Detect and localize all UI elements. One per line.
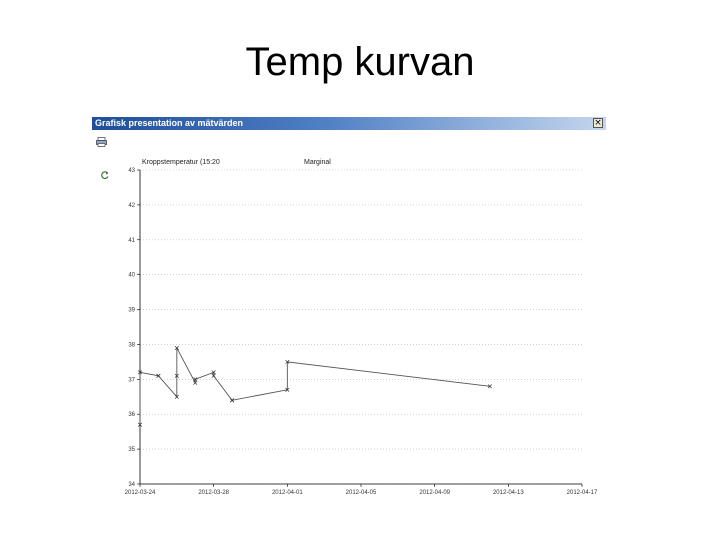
- y-tick-label: 41: [128, 238, 135, 244]
- data-point: [193, 380, 198, 385]
- data-point: [137, 370, 143, 375]
- slide-title: Temp kurvan: [245, 40, 475, 84]
- close-button[interactable]: ×: [593, 118, 603, 128]
- y-tick-label: 39: [128, 308, 135, 314]
- data-point-mark: [174, 373, 179, 378]
- data-point: [487, 384, 492, 389]
- data-point: [156, 373, 161, 378]
- refresh-icon[interactable]: [100, 170, 110, 180]
- data-point-mark: [137, 422, 143, 427]
- data-point: [211, 370, 216, 375]
- y-tick-label: 35: [128, 447, 135, 453]
- temperature-chart: 34 35 36 37 38 39 40 41 42 43 2012-03-24 2012-03-28…: [125, 159, 598, 496]
- data-point: [137, 422, 143, 427]
- chart-tick-labels: 34 35 36 37 38 39 40 41 42 43 2012-03-24 2012-03-28…: [125, 168, 598, 496]
- data-point: [285, 359, 290, 364]
- y-tick-label: 34: [128, 482, 135, 488]
- y-tick-label: 43: [128, 168, 135, 174]
- data-point-mark: [285, 359, 290, 364]
- legend-entry: Marginal: [304, 159, 331, 166]
- chart-window: Grafisk presentation av mätvärden × 34 35…: [92, 117, 606, 500]
- data-point-mark: [230, 398, 235, 403]
- data-point: [174, 373, 179, 378]
- window-title: Grafisk presentation av mätvärden: [95, 118, 244, 128]
- data-point: [174, 394, 179, 399]
- x-tick-label: 2012-04-05: [346, 490, 377, 496]
- data-point: [174, 345, 179, 350]
- x-tick-label: 2012-03-28: [198, 490, 229, 496]
- x-tick-label: 2012-03-24: [125, 490, 156, 496]
- x-tick-label: 2012-04-17: [567, 490, 598, 496]
- y-tick-label: 40: [128, 273, 135, 279]
- data-point: [285, 387, 290, 392]
- data-point-mark: [285, 387, 290, 392]
- data-point-mark: [174, 394, 179, 399]
- data-point-mark: [156, 373, 161, 378]
- data-point-mark: [211, 370, 216, 375]
- data-point-mark: [193, 377, 198, 382]
- data-point-mark: [211, 373, 216, 378]
- data-point-mark: [174, 345, 179, 350]
- x-tick-label: 2012-04-09: [419, 490, 450, 496]
- data-point-mark: [487, 384, 492, 389]
- data-point-mark: [193, 380, 198, 385]
- legend-entry: Kroppstemperatur (15:20: [142, 159, 220, 166]
- x-tick-label: 2012-04-13: [493, 490, 524, 496]
- x-tick-label: 2012-04-01: [272, 490, 303, 496]
- data-point: [211, 373, 216, 378]
- y-tick-label: 42: [128, 203, 135, 209]
- data-point: [193, 377, 198, 382]
- printer-icon[interactable]: [96, 137, 107, 147]
- chart-grid: [140, 169, 582, 485]
- chart-series: [137, 345, 492, 427]
- y-tick-label: 38: [128, 342, 135, 348]
- chart-axes: [137, 169, 583, 487]
- data-point: [230, 398, 235, 403]
- window-titlebar: Grafisk presentation av mätvärden ×: [92, 117, 606, 130]
- y-tick-label: 37: [128, 377, 135, 383]
- series-line: [139, 347, 490, 425]
- chart-legend: Kroppstemperatur (15:20 Marginal: [142, 159, 331, 166]
- data-point-mark: [137, 370, 143, 375]
- y-tick-label: 36: [128, 412, 135, 418]
